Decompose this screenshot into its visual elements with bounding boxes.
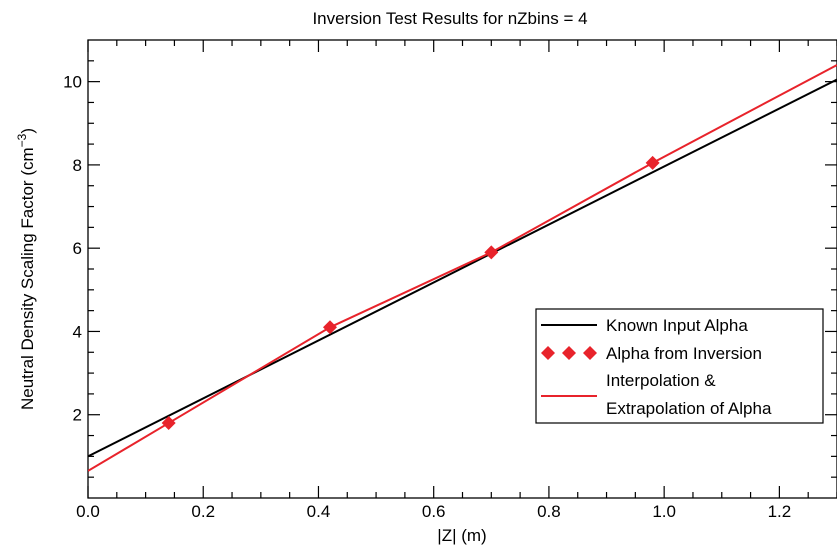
x-tick-label: 1.0 [652,502,676,521]
y-tick-label: 10 [63,73,82,92]
legend-diamond-marker [541,346,555,360]
plot-area: 0.0 0.2 0.4 0.6 0.8 1.0 1.2 2 4 6 8 10 [63,39,837,521]
y-axis-label-superscript: −3 [15,133,29,147]
series-line-known-input-alpha [88,78,837,458]
data-point-alpha-from-inversion [322,320,337,335]
series-layer [88,64,837,472]
x-tick-label: 0.6 [422,502,446,521]
legend: Known Input Alpha Alpha from Inversion I… [535,308,824,424]
y-tick-label: 2 [73,406,82,425]
data-point-alpha-from-inversion [645,155,660,170]
chart-title: Inversion Test Results for nZbins = 4 [312,9,587,28]
y-tick-label: 8 [73,156,82,175]
legend-box [535,308,824,424]
legend-swatch-alpha-from-inversion [541,346,597,360]
y-tick-label: 6 [73,239,82,258]
y-axis-ticks: 2 4 6 8 10 [63,60,837,478]
legend-label-interpolation-line1: Interpolation & [606,371,716,390]
x-axis-ticks: 0.0 0.2 0.4 0.6 0.8 1.0 1.2 [76,40,837,521]
legend-label-alpha-from-inversion: Alpha from Inversion [606,344,762,363]
y-axis-label-close: ) [18,128,37,134]
y-tick-label: 4 [73,322,82,341]
x-axis-label: |Z| (m) [437,526,486,545]
y-axis-label-main: Neutral Density Scaling Factor (cm [18,147,37,410]
x-tick-label: 0.8 [537,502,561,521]
series-line-interpolation [88,64,837,472]
legend-diamond-marker [583,346,597,360]
data-point-alpha-from-inversion [484,245,499,260]
legend-label-known-input-alpha: Known Input Alpha [606,316,748,335]
x-tick-label: 0.4 [307,502,331,521]
x-tick-label: 1.2 [768,502,792,521]
x-tick-label: 0.0 [76,502,100,521]
legend-diamond-marker [562,346,576,360]
legend-label-interpolation-line2: Extrapolation of Alpha [606,399,772,418]
y-axis-label: Neutral Density Scaling Factor (cm−3) [15,128,37,410]
x-tick-label: 0.2 [191,502,215,521]
data-point-alpha-from-inversion [161,416,176,431]
